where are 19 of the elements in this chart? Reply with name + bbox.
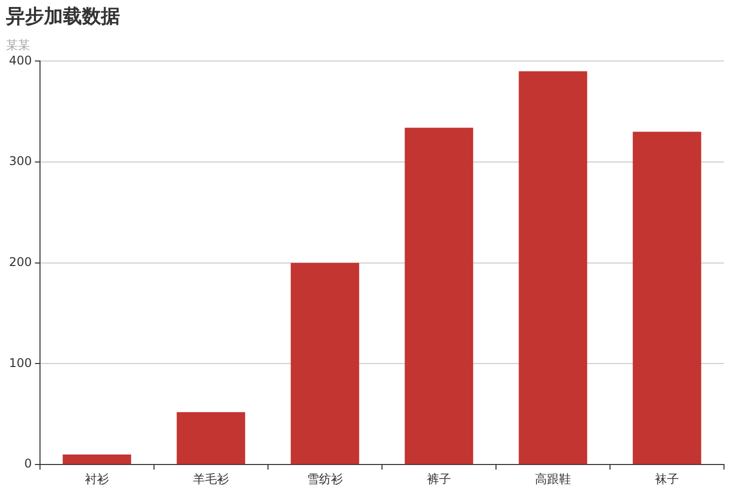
x-tick-label: 高跟鞋 bbox=[534, 472, 571, 486]
x-tick-label: 羊毛衫 bbox=[192, 472, 229, 486]
bar bbox=[404, 128, 474, 464]
chart-title: 异步加载数据 bbox=[5, 5, 120, 28]
x-tick-label: 衬衫 bbox=[84, 472, 109, 486]
y-tick-label: 100 bbox=[9, 356, 32, 370]
y-tick-label: 400 bbox=[9, 53, 32, 68]
y-tick-label: 200 bbox=[9, 255, 32, 270]
x-tick-label: 裤子 bbox=[426, 472, 451, 486]
x-tick-label: 雪纺衫 bbox=[306, 472, 343, 486]
bar bbox=[518, 71, 588, 464]
chart-subtitle: 某某 bbox=[6, 38, 30, 52]
bar bbox=[632, 132, 702, 464]
bar bbox=[290, 262, 360, 464]
bar bbox=[62, 454, 132, 464]
y-tick-label: 0 bbox=[24, 456, 32, 471]
x-tick-label: 袜子 bbox=[654, 472, 679, 486]
y-tick-label: 300 bbox=[9, 154, 32, 168]
bar bbox=[176, 412, 246, 464]
